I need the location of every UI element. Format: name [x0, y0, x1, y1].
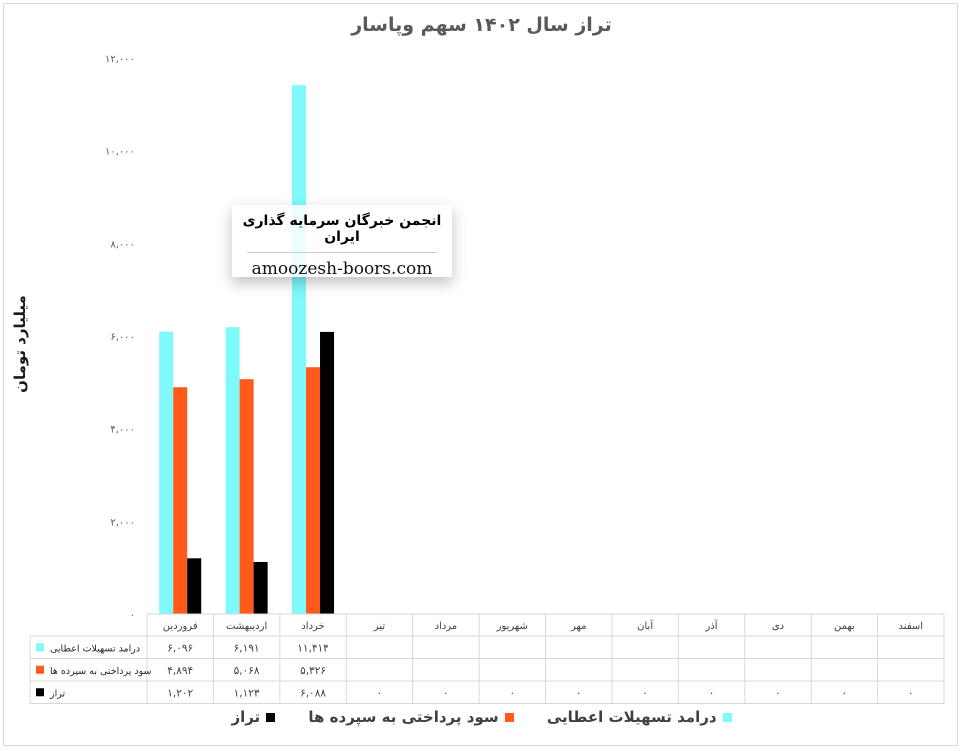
row-label: درامد تسهیلات اعطایی [50, 643, 140, 654]
bar-2-2 [320, 331, 335, 614]
category-label: اسفند [899, 621, 923, 632]
table-cell: ۶,۰۹۶ [167, 642, 193, 654]
table-cell: ۴,۸۹۴ [167, 665, 193, 677]
category-label: مرداد [435, 621, 458, 632]
row-label: سود پرداختی به سپرده ها [50, 666, 152, 677]
y-tick-label: ۶,۰۰۰ [110, 332, 135, 343]
table-cell: ۱۱,۴۱۴ [297, 642, 329, 654]
bar-1-2 [306, 367, 321, 614]
watermark-title: انجمن خبرگان سرمایه گذاری ایران [242, 213, 442, 245]
bar-2-1 [253, 561, 268, 614]
legend-swatch [722, 713, 732, 722]
category-label: مهر [570, 621, 586, 632]
bar-0-0 [159, 331, 174, 614]
table-cell: ۰ [842, 687, 848, 699]
table-cell: ۰ [576, 687, 582, 699]
row-legend-key [36, 688, 44, 697]
category-label: اردیبهشت [226, 621, 267, 632]
bar-2-0 [187, 558, 202, 614]
legend-label: تراز [231, 708, 261, 726]
table-cell: ۱,۲۰۲ [167, 687, 193, 699]
category-label: خرداد [301, 621, 324, 632]
category-label: تیر [373, 621, 386, 632]
category-label: آذر [705, 619, 719, 632]
legend: درامد تسهیلات اعطایی سود پرداختی به سپرد… [0, 708, 963, 726]
chart-frame [3, 3, 958, 746]
y-tick-label: ۰ [130, 610, 135, 621]
bar-1-0 [173, 387, 188, 614]
table-cell: ۵,۳۲۶ [300, 665, 326, 677]
table-cell: ۰ [509, 687, 515, 699]
legend-swatch [504, 713, 514, 722]
y-tick-label: ۱۰,۰۰۰ [105, 147, 135, 158]
table-cell: ۰ [709, 687, 715, 699]
table-cell: ۰ [443, 687, 449, 699]
row-label: تراز [49, 688, 65, 699]
bar-0-1 [225, 327, 240, 614]
table-cell: ۶,۰۸۸ [300, 687, 326, 699]
table-cell: ۰ [377, 687, 383, 699]
table-cell: ۰ [642, 687, 648, 699]
legend-label: سود پرداختی به سپرده ها [308, 708, 499, 726]
category-label: دی [772, 621, 784, 632]
y-tick-label: ۴,۰۰۰ [110, 425, 135, 436]
category-label: آبان [637, 619, 654, 632]
bar-0-2 [292, 85, 307, 614]
chart-title: تراز سال ۱۴۰۲ سهم وپاسار [351, 14, 612, 36]
watermark: انجمن خبرگان سرمایه گذاری ایران amoozesh… [232, 205, 452, 279]
watermark-divider [247, 252, 437, 253]
category-label: فروردین [163, 621, 198, 632]
y-tick-label: ۸,۰۰۰ [110, 239, 135, 250]
category-label: شهریور [496, 621, 528, 632]
legend-item-2: تراز [231, 708, 276, 726]
table-cell: ۰ [775, 687, 781, 699]
row-legend-key [36, 643, 44, 652]
y-tick-label: ۲,۰۰۰ [110, 517, 135, 528]
table-cell: ۶,۱۹۱ [234, 642, 260, 654]
legend-item-0: درامد تسهیلات اعطایی [547, 708, 732, 726]
y-tick-label: ۱۲,۰۰۰ [105, 54, 135, 65]
legend-item-1: سود پرداختی به سپرده ها [308, 708, 514, 726]
watermark-site: amoozesh-boors.com [251, 259, 433, 279]
legend-swatch [266, 713, 276, 722]
table-cell: ۰ [908, 687, 914, 699]
table-cell: ۱,۱۲۳ [234, 687, 260, 699]
row-legend-key [36, 665, 44, 674]
bar-1-1 [239, 379, 254, 614]
legend-label: درامد تسهیلات اعطایی [546, 708, 717, 726]
category-label: بهمن [834, 621, 855, 632]
table-cell: ۵,۰۶۸ [234, 665, 260, 677]
